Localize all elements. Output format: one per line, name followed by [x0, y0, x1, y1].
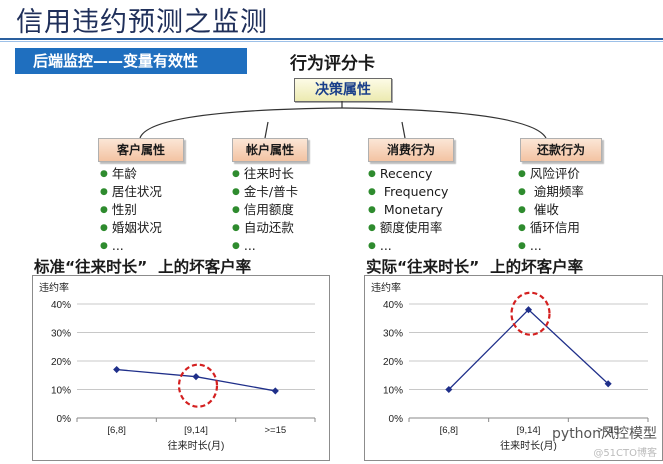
data-point [271, 387, 279, 395]
list-item: ● 金卡/普卡 [232, 184, 299, 199]
bullet-icon: ● [232, 169, 240, 179]
list-item: ● 自动还款 [232, 220, 294, 235]
list-item: ●... [368, 238, 392, 253]
bullet-icon: ● [518, 205, 526, 215]
bullet-icon: ● [518, 241, 526, 251]
list-item: ● 催收 [518, 202, 559, 217]
data-point [445, 385, 453, 394]
list-item: ● 额度使用率 [368, 220, 443, 235]
list-item: ● 往来时长 [232, 166, 294, 181]
decision-node: 决策属性 [294, 78, 392, 102]
bullet-icon: ● [232, 187, 240, 197]
x-axis-label: 往来时长(月) [168, 439, 225, 452]
list-item: ●... [100, 238, 124, 253]
bullet-icon: ● [232, 223, 240, 233]
bullet-icon: ● [518, 223, 526, 233]
y-tick-label: 0% [389, 414, 404, 425]
page-title: 信用违约预测之监测 [16, 7, 268, 38]
list-item: ●... [518, 238, 542, 253]
list-item: ● 逾期频率 [518, 184, 584, 199]
list-item: ● 信用额度 [232, 202, 294, 217]
bullet-icon: ● [368, 241, 376, 251]
section-badge: 后端监控——变量有效性 [15, 48, 247, 74]
watermark-text: python风控模型 [552, 426, 657, 442]
list-item: ● 婚姻状况 [100, 220, 162, 235]
y-tick-label: 10% [51, 386, 71, 397]
watermark-sub: @51CTO博客 [593, 448, 657, 459]
bullet-icon: ● [368, 169, 376, 179]
y-tick-label: 20% [383, 357, 403, 368]
category-customer-attributes: 客户属性 [98, 138, 184, 162]
bullet-icon: ● [232, 205, 240, 215]
y-tick-label: 40% [51, 300, 71, 311]
customer-attribute-list: ● 年龄 ● 居住状况 ● 性别 ● 婚姻状况 ●... [100, 165, 162, 255]
highlight-circle [177, 363, 219, 408]
list-item: ● 居住状况 [100, 184, 162, 199]
bullet-icon: ● [368, 223, 376, 233]
list-item: ● 循环信用 [518, 220, 580, 235]
y-axis-label: 违约率 [39, 281, 69, 294]
list-item: ● 年龄 [100, 166, 137, 181]
category-account-attributes: 帐户属性 [232, 138, 308, 162]
bullet-icon: ● [368, 187, 376, 197]
scorecard-title: 行为评分卡 [290, 54, 375, 74]
y-axis-label: 违约率 [371, 281, 401, 294]
chart-title-actual: 实际“往来时长” 上的坏客户率 [366, 258, 584, 276]
bullet-icon: ● [518, 169, 526, 179]
y-tick-label: 30% [51, 329, 71, 340]
category-repayment-behavior: 还款行为 [520, 138, 602, 162]
x-tick-label: >=15 [597, 425, 619, 436]
chart-standard: 违约率 0% 10% 20% 30% 40% [6,8] [9,14] >=15 往来时长(月) [39, 281, 316, 452]
list-item: ● Recency [368, 166, 433, 181]
account-attribute-list: ● 往来时长 ● 金卡/普卡 ● 信用额度 ● 自动还款 ●... [232, 165, 298, 255]
bullet-icon: ● [100, 205, 108, 215]
y-tick-label: 0% [57, 414, 72, 425]
x-tick-label: [6,8] [440, 425, 459, 436]
y-tick-label: 10% [383, 386, 403, 397]
bullet-icon: ● [100, 187, 108, 197]
list-item: ● Monetary [368, 202, 443, 217]
bullet-icon: ● [368, 205, 376, 215]
title-divider [0, 38, 663, 40]
x-axis-label: 往来时长(月) [500, 439, 557, 452]
series-line [116, 368, 276, 392]
y-tick-label: 20% [51, 357, 71, 368]
data-point [113, 366, 121, 374]
bullet-icon: ● [100, 169, 108, 179]
y-tick-label: 40% [383, 300, 403, 311]
bullet-icon: ● [518, 187, 526, 197]
bullet-icon: ● [232, 241, 240, 251]
chart-actual-frame: 违约率 0% 10% 20% 30% 40% [6,8] [9,14] >=15 往来时长(月) [364, 275, 663, 461]
chart-standard-frame: 违约率 0% 10% 20% 30% 40% [6,8] [9,14] >=15 往来时长(月) [32, 275, 330, 461]
bullet-icon: ● [100, 223, 108, 233]
series-line [448, 308, 609, 390]
category-spending-behavior: 消费行为 [368, 138, 454, 162]
repayment-behavior-list: ● 风险评价 ● 逾期频率 ● 催收 ● 循环信用 ●... [518, 165, 584, 255]
x-tick-label: [9,14] [184, 425, 208, 436]
title-divider-light [0, 41, 663, 42]
y-tick-label: 30% [383, 329, 403, 340]
x-tick-label: [9,14] [517, 425, 541, 436]
list-item: ● Frequency [368, 184, 449, 199]
spending-behavior-list: ● Recency ● Frequency ● Monetary ● 额度使用率 ●… [368, 165, 448, 255]
data-point [192, 373, 200, 381]
chart-title-standard: 标准“往来时长” 上的坏客户率 [34, 258, 252, 276]
x-tick-label: [6,8] [107, 425, 126, 436]
list-item: ● 风险评价 [518, 166, 580, 181]
bullet-icon: ● [100, 241, 108, 251]
chart-actual: 违约率 0% 10% 20% 30% 40% [6,8] [9,14] >=15 往来时长(月) [371, 281, 649, 452]
x-tick-label: >=15 [264, 425, 286, 436]
highlight-circle [510, 291, 551, 336]
list-item: ●... [232, 238, 256, 253]
list-item: ● 性别 [100, 202, 137, 217]
